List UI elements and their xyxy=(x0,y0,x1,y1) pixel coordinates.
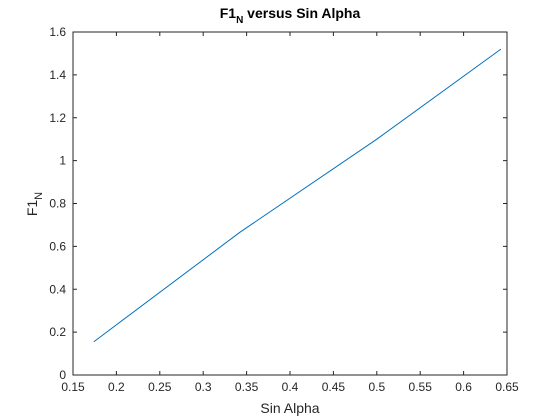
x-tick-label: 0.45 xyxy=(322,380,346,394)
chart-title-subscript: N xyxy=(236,15,243,26)
x-tick-label: 0.55 xyxy=(409,380,433,394)
x-tick-label: 0.4 xyxy=(282,380,299,394)
y-tick-label: 1 xyxy=(59,154,66,168)
x-tick-label: 0.25 xyxy=(148,380,172,394)
y-tick-label: 1.6 xyxy=(49,25,66,39)
y-axis-ticks: 0 0.2 0.4 0.6 0.8 1 1.2 1.4 1.6 xyxy=(49,25,507,382)
series-layer xyxy=(93,48,502,343)
chart-title-main: F1 xyxy=(220,5,237,21)
chart-title-rest: versus Sin Alpha xyxy=(243,5,360,21)
x-tick-label: 0.3 xyxy=(195,380,212,394)
x-axis-label: Sin Alpha xyxy=(260,400,319,416)
series-line-0 xyxy=(93,48,502,343)
x-tick-label: 0.6 xyxy=(455,380,472,394)
plot-area xyxy=(73,32,507,375)
chart-title: F1N versus Sin Alpha xyxy=(220,5,361,26)
x-tick-label: 0.5 xyxy=(368,380,385,394)
y-tick-label: 0.2 xyxy=(49,325,66,339)
x-tick-label: 0.65 xyxy=(495,380,519,394)
y-tick-label: 1.4 xyxy=(49,68,66,82)
x-tick-label: 0.35 xyxy=(235,380,259,394)
y-axis-label-subscript: N xyxy=(33,192,45,200)
y-tick-label: 0 xyxy=(59,368,66,382)
y-tick-label: 0.8 xyxy=(49,197,66,211)
y-axis-label: F1N xyxy=(24,192,45,216)
y-axis-label-main: F1 xyxy=(24,200,40,217)
x-axis-ticks: 0.15 0.2 0.25 0.3 0.35 0.4 0.45 0.5 0.55 0.6 0.65 xyxy=(61,32,519,394)
y-tick-label: 0.4 xyxy=(49,282,66,296)
y-tick-label: 0.6 xyxy=(49,239,66,253)
y-tick-label: 1.2 xyxy=(49,111,66,125)
x-tick-label: 0.15 xyxy=(61,380,85,394)
x-tick-label: 0.2 xyxy=(108,380,125,394)
